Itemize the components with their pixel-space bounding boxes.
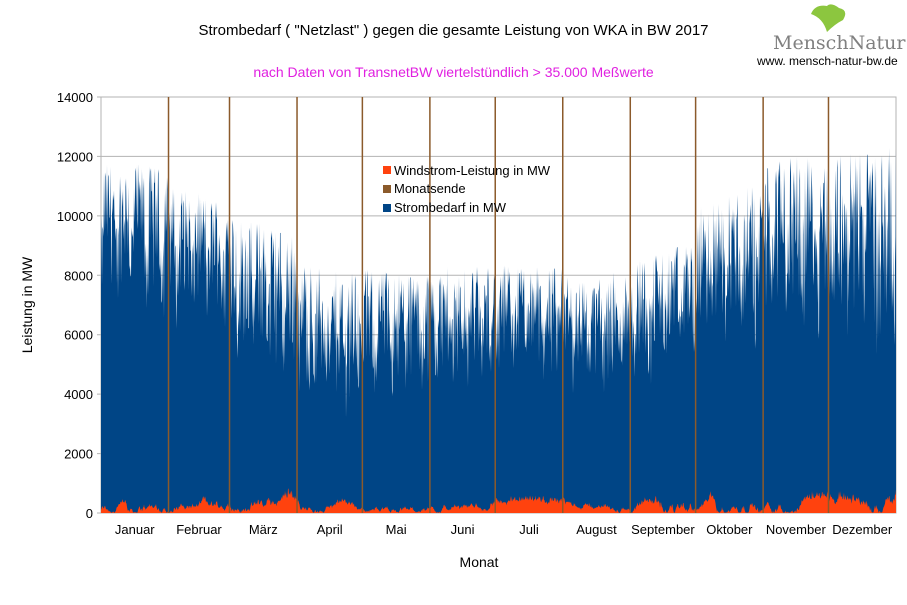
logo-url: www. mensch-natur-bw.de	[757, 54, 898, 68]
chart-subtitle: nach Daten von TransnetBW viertelstündli…	[253, 64, 654, 80]
x-tick-label: November	[766, 522, 827, 537]
legend-swatch-wind	[383, 166, 391, 174]
ginkgo-leaf-icon	[811, 4, 846, 33]
legend-label-wind: Windstrom-Leistung in MW	[394, 163, 551, 178]
legend: Windstrom-Leistung in MW Monatsende Stro…	[383, 163, 551, 215]
x-tick-label: Januar	[115, 522, 155, 537]
logo-text: MenschNatur	[773, 32, 906, 54]
chart-title: Strombedarf ( "Netzlast" ) gegen die ges…	[198, 22, 709, 39]
x-axis-label: Monat	[460, 554, 499, 570]
legend-label-strombedarf: Strombedarf in MW	[394, 200, 507, 215]
legend-label-monatsende: Monatsende	[394, 181, 466, 196]
x-tick-label: Juli	[519, 522, 539, 537]
y-tick-label: 8000	[64, 268, 93, 283]
y-axis-label: Leistung in MW	[19, 256, 35, 353]
y-tick-label: 4000	[64, 387, 93, 402]
x-tick-label: Juni	[451, 522, 475, 537]
y-tick-label: 10000	[57, 209, 93, 224]
y-tick-label: 0	[86, 506, 93, 521]
windstrom-area	[101, 488, 896, 513]
mensch-natur-logo: MenschNatur www. mensch-natur-bw.de	[757, 4, 906, 70]
y-tick-label: 2000	[64, 447, 93, 462]
x-tick-label: August	[576, 522, 617, 537]
legend-swatch-strombedarf	[383, 204, 391, 212]
y-tick-label: 6000	[64, 328, 93, 343]
x-tick-label: März	[249, 522, 278, 537]
y-tick-label: 14000	[57, 90, 93, 105]
y-tick-label: 12000	[57, 149, 93, 164]
legend-swatch-monatsende	[383, 185, 391, 193]
x-tick-label: Februar	[176, 522, 222, 537]
x-tick-label: Mai	[386, 522, 407, 537]
strombedarf-area	[101, 147, 896, 513]
x-tick-label: September	[631, 522, 695, 537]
x-tick-label: Dezember	[832, 522, 893, 537]
x-tick-label: April	[317, 522, 343, 537]
x-tick-label: Oktober	[706, 522, 753, 537]
